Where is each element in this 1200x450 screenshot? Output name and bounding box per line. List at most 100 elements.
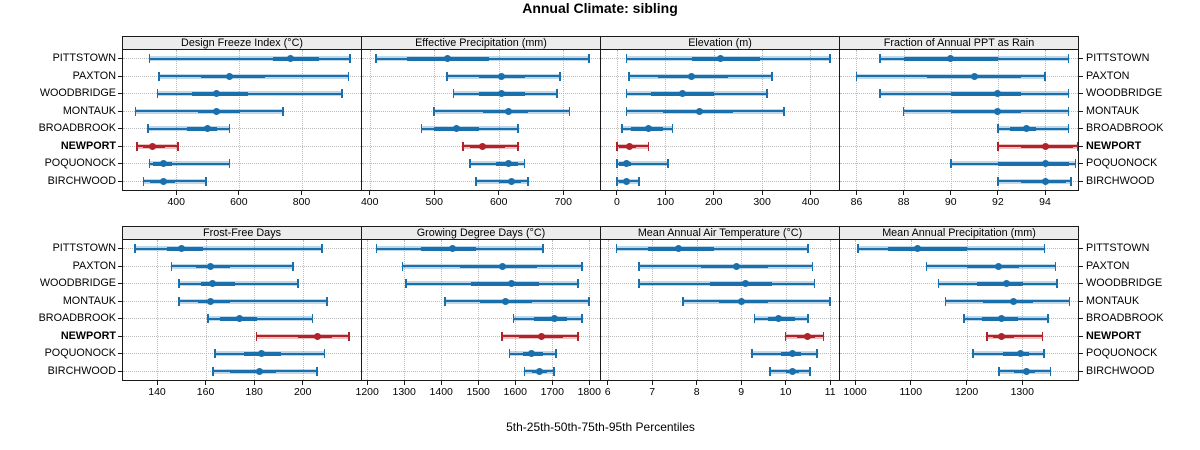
x-axis-label: 5th-25th-50th-75th-95th Percentiles	[506, 420, 695, 434]
median-dot	[255, 367, 263, 375]
row-gridline	[840, 145, 1078, 147]
row-tick	[118, 163, 122, 165]
axis-tick	[616, 191, 618, 195]
row-gridline	[123, 335, 361, 337]
whisker-cap	[523, 159, 526, 169]
row-tick	[1079, 145, 1083, 147]
whisker-cap	[963, 314, 966, 324]
whisker-cap	[512, 314, 515, 324]
axis-tick	[433, 191, 435, 195]
town-label-left: NEWPORT	[60, 329, 116, 342]
median-dot	[804, 332, 812, 340]
iqr-segment	[888, 247, 967, 251]
whisker-cap	[1074, 159, 1077, 169]
range-line	[178, 300, 327, 303]
whisker-cap	[1047, 314, 1049, 324]
row-tick	[118, 93, 122, 95]
row-gridline	[601, 128, 839, 130]
median-dot	[997, 315, 1005, 323]
panel-strip: Fraction of Annual PPT as Rain	[839, 36, 1079, 50]
whisker-cap	[581, 261, 583, 271]
whisker-cap	[822, 331, 825, 341]
whisker-cap	[214, 349, 217, 359]
median-dot	[695, 107, 703, 115]
axis-tick-label: 86	[850, 196, 863, 208]
whisker-cap	[542, 244, 544, 254]
whisker-cap	[148, 54, 151, 64]
median-dot	[225, 72, 233, 80]
panel	[361, 239, 601, 381]
axis-tick	[809, 191, 811, 195]
vertical-gridline	[665, 50, 667, 190]
whisker-cap	[937, 279, 940, 289]
town-label-left: PITTSTOWN	[52, 52, 116, 65]
iqr-segment	[166, 247, 204, 251]
axis-tick	[238, 191, 240, 195]
panel-strip: Mean Annual Precipitation (mm)	[839, 226, 1079, 240]
iqr-segment	[201, 74, 266, 78]
median-dot	[1003, 280, 1011, 288]
town-label-right: POQUONOCK	[1086, 347, 1158, 360]
vertical-gridline	[785, 240, 787, 380]
row-tick	[1079, 318, 1083, 320]
whisker-cap	[517, 124, 519, 134]
vertical-gridline	[369, 50, 371, 190]
axis-tick-label: 800	[292, 196, 311, 208]
vertical-gridline	[589, 240, 591, 380]
median-dot	[644, 125, 652, 133]
whisker-cap	[349, 54, 351, 64]
vertical-gridline	[830, 240, 832, 380]
whisker-cap	[1043, 349, 1045, 359]
axis-tick-label: 10	[779, 386, 792, 398]
row-gridline	[362, 353, 600, 355]
row-gridline	[840, 353, 1078, 355]
axis-tick	[253, 381, 255, 385]
iqr-segment	[191, 92, 249, 96]
panel	[361, 49, 601, 191]
axis-tick	[829, 381, 831, 385]
axis-tick	[498, 191, 500, 195]
axis-tick-label: 400	[360, 196, 379, 208]
median-dot	[994, 107, 1002, 115]
median-dot	[623, 160, 631, 168]
range-line	[171, 265, 293, 268]
axis-tick	[1021, 381, 1023, 385]
row-tick	[118, 265, 122, 267]
axis-tick	[651, 381, 653, 385]
panel-strip: Mean Annual Air Temperature (°C)	[600, 226, 840, 240]
axis-tick-label: 1100	[899, 386, 923, 398]
axis-tick-label: 400	[801, 196, 820, 208]
town-label-right: PAXTON	[1086, 259, 1130, 272]
median-dot	[257, 350, 265, 358]
axis-tick-label: 1500	[466, 386, 490, 398]
iqr-segment	[976, 282, 1024, 286]
whisker-cap	[581, 314, 583, 324]
median-dot	[550, 315, 558, 323]
median-dot	[160, 177, 168, 185]
axis-tick	[997, 191, 999, 195]
town-label-left: POQUONOCK	[44, 347, 116, 360]
whisker-cap	[857, 244, 859, 254]
iqr-segment	[966, 264, 1020, 268]
whisker-cap	[671, 124, 674, 134]
iqr-segment	[469, 144, 506, 148]
whisker-cap	[577, 279, 579, 289]
whisker-cap	[638, 279, 640, 289]
vertical-gridline	[855, 240, 857, 380]
range-line	[135, 247, 323, 250]
range-line	[987, 335, 1043, 338]
median-dot	[1041, 177, 1049, 185]
axis-tick-label: 7	[649, 386, 656, 398]
whisker-cap	[616, 176, 618, 186]
whisker-cap	[815, 349, 818, 359]
town-label-left: MONTAUK	[62, 294, 116, 307]
whisker-cap	[625, 54, 628, 64]
vertical-gridline	[903, 50, 905, 190]
axis-tick	[369, 191, 371, 195]
panel-strip: Design Freeze Index (°C)	[122, 36, 362, 50]
row-tick	[1079, 370, 1083, 372]
axis-tick	[403, 381, 405, 385]
whisker-cap	[501, 331, 504, 341]
town-label-right: PAXTON	[1086, 69, 1130, 82]
whisker-cap	[158, 71, 160, 81]
